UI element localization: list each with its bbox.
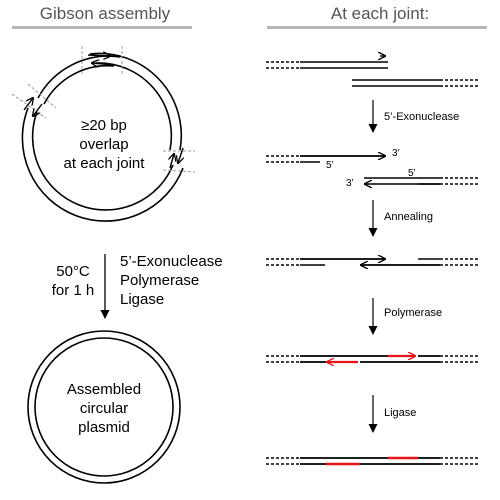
step-label-annealing: Annealing (384, 211, 433, 223)
stage-initial (266, 61, 480, 87)
overlap-line-1: ≥20 bp (81, 117, 127, 134)
left-panel-header: Gibson assembly (39, 4, 171, 23)
step-label-polymerase: Polymerase (384, 307, 443, 319)
stage-ligase (266, 456, 480, 466)
overlap-line-3: at each joint (63, 155, 145, 172)
enzyme-ligase: Ligase (120, 291, 165, 308)
joint-guides (11, 46, 196, 173)
step-label-exonuclease: 5’-Exonuclease (384, 111, 460, 123)
step-label-ligase: Ligase (384, 407, 417, 419)
right-panel-header: At each joint: (330, 4, 430, 23)
duration: for 1 h (51, 282, 95, 299)
product-line-1: Assembled (66, 381, 142, 398)
stage-annealing (266, 258, 480, 266)
joint-arrows (23, 55, 183, 169)
reaction-conditions: 50°C for 1 h (44, 262, 102, 300)
enzyme-polymerase: Polymerase (120, 272, 200, 289)
product-text: Assembled circular plasmid (54, 380, 154, 437)
left-header-rule (12, 26, 192, 29)
label-top-3prime: 3’ (392, 148, 400, 159)
label-top-5prime: 5’ (326, 160, 334, 171)
plasmid-circle (27, 330, 181, 484)
enzyme-exonuclease: 5’-Exonuclease (120, 253, 223, 270)
product-line-2: circular (79, 400, 129, 417)
product-line-3: plasmid (78, 419, 130, 436)
stage-polymerase (266, 356, 480, 362)
right-header-rule (267, 26, 487, 29)
label-bottom-5prime: 5’ (408, 168, 416, 179)
enzyme-list: 5’-Exonuclease Polymerase Ligase (120, 252, 250, 309)
overlap-line-2: overlap (79, 136, 129, 153)
label-bottom-3prime: 3’ (346, 178, 354, 189)
stage-exonuclease (266, 155, 480, 185)
overlap-text: ≥20 bp overlap at each joint (54, 116, 154, 173)
temperature: 50°C (56, 263, 90, 280)
